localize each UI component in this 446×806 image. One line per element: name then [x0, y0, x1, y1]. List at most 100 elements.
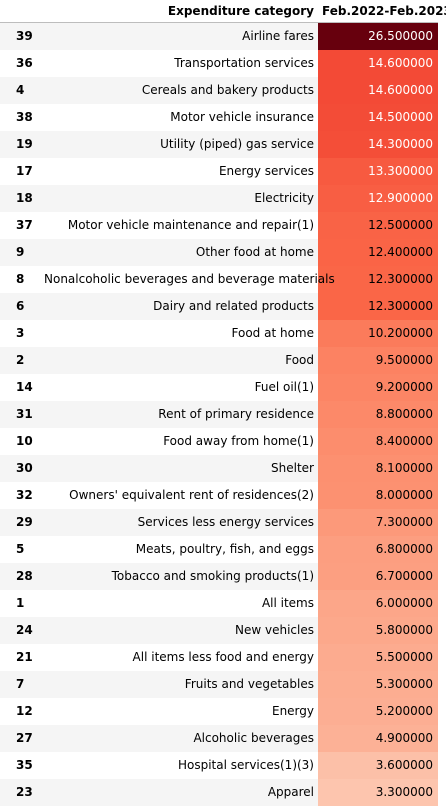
table-row: 12 Energy 5.200000: [0, 697, 438, 725]
row-index: 39: [16, 29, 33, 44]
row-index: 35: [16, 758, 33, 772]
row-value-cell: 8.400000: [318, 427, 438, 455]
table-row: 6 Dairy and related products 12.300000: [0, 292, 438, 320]
table-row: 1 All items 6.000000: [0, 589, 438, 617]
table-row: 19 Utility (piped) gas service 14.300000: [0, 130, 438, 158]
header-category: Expenditure category: [40, 0, 318, 23]
table-row: 28 Tobacco and smoking products(1) 6.70000…: [0, 562, 438, 590]
row-index: 23: [16, 785, 33, 799]
table-row: 37 Motor vehicle maintenance and repair(1…: [0, 211, 438, 239]
row-category: Airline fares: [242, 29, 314, 44]
row-value-cell: 9.500000: [318, 346, 438, 374]
row-index: 17: [16, 164, 33, 178]
row-index: 12: [16, 704, 33, 718]
row-category: Transportation services: [174, 56, 314, 70]
table-row: 39 Airline fares 26.500000: [0, 22, 438, 50]
row-index: 3: [16, 326, 25, 340]
row-category: Food: [285, 353, 314, 367]
table-row: 8 Nonalcoholic beverages and beverage mat…: [0, 265, 438, 293]
row-category: Rent of primary residence: [158, 407, 314, 421]
table-row: 24 New vehicles 5.800000: [0, 616, 438, 644]
row-index: 1: [16, 596, 25, 610]
row-category: New vehicles: [235, 623, 314, 637]
row-category: Shelter: [271, 461, 314, 475]
row-index: 7: [16, 677, 25, 691]
row-category: Services less energy services: [137, 515, 314, 529]
row-value-cell: 3.600000: [318, 751, 438, 779]
row-value-cell: 12.400000: [318, 238, 438, 266]
row-value-cell: 9.200000: [318, 373, 438, 401]
row-value-cell: 7.300000: [318, 508, 438, 536]
table-row: 21 All items less food and energy 5.500000: [0, 643, 438, 671]
table-row: 31 Rent of primary residence 8.800000: [0, 400, 438, 428]
row-category: Food at home: [231, 326, 314, 340]
row-index: 10: [16, 434, 33, 448]
row-category: Fuel oil(1): [254, 380, 314, 394]
row-value-cell: 5.800000: [318, 616, 438, 644]
row-index: 28: [16, 569, 33, 583]
table-row: 2 Food 9.500000: [0, 346, 438, 374]
row-value-cell: 12.300000: [318, 292, 438, 320]
table-header: Expenditure category Feb.2022-Feb.2023: [0, 0, 446, 23]
table-row: 36 Transportation services 14.600000: [0, 49, 438, 77]
table-row: 3 Food at home 10.200000: [0, 319, 438, 347]
table-row: 14 Fuel oil(1) 9.200000: [0, 373, 438, 401]
row-value-cell: 5.300000: [318, 670, 438, 698]
table-row: 9 Other food at home 12.400000: [0, 238, 438, 266]
row-category: Meats, poultry, fish, and eggs: [135, 542, 314, 556]
row-value-cell: 14.600000: [318, 76, 438, 104]
row-value-cell: 8.800000: [318, 400, 438, 428]
row-category: Fruits and vegetables: [184, 677, 314, 691]
row-value-cell: 6.000000: [318, 589, 438, 617]
row-index: 8: [16, 272, 25, 286]
row-index: 36: [16, 56, 33, 70]
row-value-cell: 14.500000: [318, 103, 438, 131]
row-index: 9: [16, 245, 25, 259]
row-category: Utility (piped) gas service: [160, 137, 314, 151]
row-value-cell: 5.200000: [318, 697, 438, 725]
table-body: 39 Airline fares 26.500000 36 Transportation…: [0, 22, 438, 806]
row-value-cell: 5.500000: [318, 643, 438, 671]
row-value-cell: 8.000000: [318, 481, 438, 509]
row-index: 27: [16, 731, 33, 745]
row-category: Dairy and related products: [153, 299, 314, 313]
row-index: 38: [16, 110, 33, 124]
row-category: Alcoholic beverages: [193, 731, 314, 745]
row-value-cell: 6.800000: [318, 535, 438, 563]
row-value-cell: 8.100000: [318, 454, 438, 482]
row-index: 31: [16, 407, 33, 421]
row-index: 30: [16, 461, 33, 475]
row-value-cell: 14.600000: [318, 49, 438, 77]
row-value-cell: 3.300000: [318, 778, 438, 806]
row-category: Cereals and bakery products: [141, 83, 314, 97]
row-value-cell: 12.500000: [318, 211, 438, 239]
row-index: 5: [16, 542, 25, 556]
row-index: 6: [16, 299, 25, 313]
row-category: Nonalcoholic beverages and beverage mate…: [44, 272, 335, 286]
row-value-cell: 14.300000: [318, 130, 438, 158]
row-value-cell: 6.700000: [318, 562, 438, 590]
row-category: Energy: [271, 704, 314, 718]
row-index: 19: [16, 137, 33, 151]
row-index: 2: [16, 353, 25, 367]
row-category: Electricity: [254, 191, 314, 205]
row-index: 24: [16, 623, 33, 637]
row-category: Food away from home(1): [163, 434, 314, 448]
table-row: 23 Apparel 3.300000: [0, 778, 438, 806]
row-index: 21: [16, 650, 33, 664]
row-category: Apparel: [267, 785, 314, 799]
header-index: [0, 0, 40, 23]
row-index: 37: [16, 218, 33, 232]
table-row: 18 Electricity 12.900000: [0, 184, 438, 212]
row-category: All items less food and energy: [132, 650, 314, 664]
row-category: Tobacco and smoking products(1): [111, 569, 314, 583]
table-row: 30 Shelter 8.100000: [0, 454, 438, 482]
table-row: 32 Owners' equivalent rent of residences(…: [0, 481, 438, 509]
row-value-cell: 12.300000: [318, 265, 438, 293]
row-category: Motor vehicle maintenance and repair(1): [67, 218, 314, 232]
table-row: 35 Hospital services(1)(3) 3.600000: [0, 751, 438, 779]
row-value-cell: 26.500000: [318, 22, 438, 50]
row-category: Energy services: [218, 164, 314, 178]
row-value-cell: 13.300000: [318, 157, 438, 185]
row-value-cell: 12.900000: [318, 184, 438, 212]
